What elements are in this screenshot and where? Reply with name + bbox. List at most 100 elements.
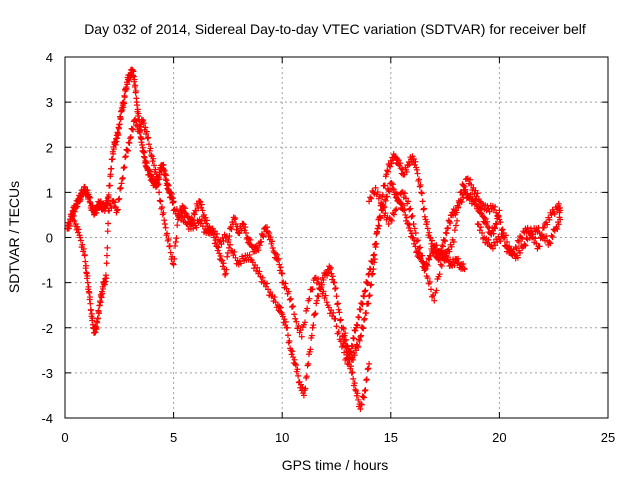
data-point xyxy=(324,272,331,279)
data-point xyxy=(484,218,491,225)
data-point xyxy=(493,221,500,228)
data-point xyxy=(521,241,528,248)
data-point xyxy=(357,333,364,340)
data-point xyxy=(159,204,166,211)
data-point xyxy=(144,135,151,142)
data-point xyxy=(117,185,124,192)
data-point xyxy=(403,195,410,202)
data-point xyxy=(109,156,116,163)
data-point xyxy=(410,240,417,247)
data-point xyxy=(172,242,179,249)
data-point xyxy=(379,191,386,198)
data-point xyxy=(167,249,174,256)
data-point xyxy=(242,224,249,231)
series-track-c xyxy=(170,206,373,412)
data-point xyxy=(495,212,502,219)
data-point xyxy=(148,152,155,159)
data-point xyxy=(157,198,164,205)
data-point xyxy=(217,253,224,260)
data-point xyxy=(134,106,141,113)
y-tick-labels: -4 -3 -2 -1 0 1 2 3 4 xyxy=(41,50,53,426)
data-point xyxy=(367,282,374,289)
data-point xyxy=(413,166,420,173)
data-point xyxy=(337,316,344,323)
data-point xyxy=(384,193,391,200)
data-point xyxy=(340,324,347,331)
data-point xyxy=(455,204,462,211)
y-tick-label: -4 xyxy=(41,411,53,426)
data-point xyxy=(151,162,158,169)
data-point xyxy=(222,270,229,277)
data-point xyxy=(256,242,263,249)
data-point xyxy=(372,184,379,191)
data-point xyxy=(501,242,508,249)
data-point xyxy=(359,393,366,400)
data-point xyxy=(490,230,497,237)
data-point xyxy=(451,227,458,234)
data-point xyxy=(290,303,297,310)
data-point xyxy=(341,349,348,356)
data-point xyxy=(173,235,180,242)
data-point xyxy=(305,360,312,367)
data-point xyxy=(292,360,299,367)
data-point xyxy=(269,238,276,245)
data-point xyxy=(125,139,132,146)
data-point xyxy=(548,211,555,218)
data-point xyxy=(198,201,205,208)
data-point xyxy=(549,234,556,241)
data-point xyxy=(147,145,154,152)
data-point xyxy=(335,306,342,313)
data-point xyxy=(363,279,370,286)
data-point xyxy=(121,94,128,101)
data-point xyxy=(247,256,254,263)
data-point xyxy=(98,294,105,301)
data-point xyxy=(284,332,291,339)
data-point xyxy=(333,293,340,300)
data-point xyxy=(77,196,84,203)
data-point xyxy=(129,67,136,74)
data-point xyxy=(460,260,467,267)
data-point xyxy=(89,315,96,322)
data-point xyxy=(97,299,104,306)
data-point xyxy=(165,236,172,243)
data-point xyxy=(414,237,421,244)
data-point xyxy=(293,318,300,325)
data-point xyxy=(263,280,270,287)
data-point xyxy=(358,300,365,307)
data-point xyxy=(130,68,137,75)
data-point xyxy=(162,171,169,178)
data-point xyxy=(392,207,399,214)
data-point xyxy=(452,222,459,229)
data-point xyxy=(417,244,424,251)
data-point xyxy=(143,128,150,135)
series-track-a xyxy=(64,66,177,232)
data-point xyxy=(517,249,524,256)
y-tick-label: -1 xyxy=(41,276,53,291)
data-point xyxy=(290,354,297,361)
data-point xyxy=(340,342,347,349)
data-point xyxy=(227,241,234,248)
data-point xyxy=(308,332,315,339)
data-point xyxy=(77,234,84,241)
data-point xyxy=(369,270,376,277)
data-point xyxy=(360,292,367,299)
series-track-e xyxy=(340,151,503,363)
data-point xyxy=(291,356,298,363)
data-point xyxy=(412,229,419,236)
data-point xyxy=(332,315,339,322)
data-point xyxy=(93,209,100,216)
data-point xyxy=(354,342,361,349)
data-point xyxy=(140,120,147,127)
data-point xyxy=(433,287,440,294)
data-point xyxy=(160,166,167,173)
data-point xyxy=(540,224,547,231)
data-point xyxy=(326,266,333,273)
data-point xyxy=(138,136,145,143)
data-point xyxy=(66,223,73,230)
data-point xyxy=(492,242,499,249)
data-point xyxy=(114,135,121,142)
data-point xyxy=(515,239,522,246)
data-point xyxy=(357,306,364,313)
data-point xyxy=(456,199,463,206)
data-point xyxy=(461,183,468,190)
